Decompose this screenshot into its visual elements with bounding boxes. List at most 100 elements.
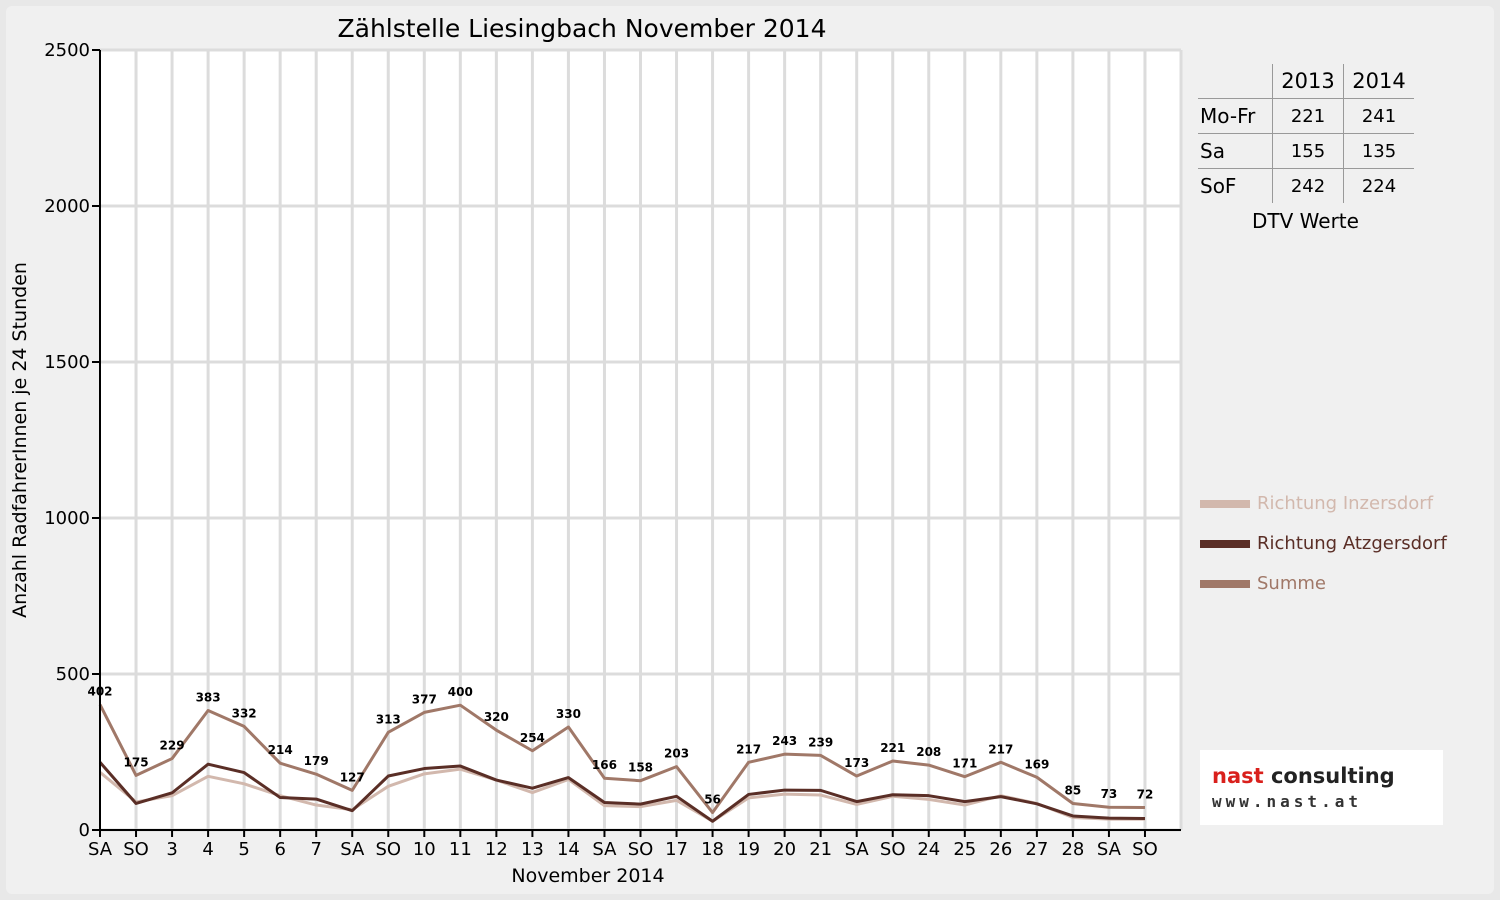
logo-name: nast consulting (1212, 764, 1395, 788)
data-label: 377 (412, 692, 437, 706)
data-label: 221 (880, 741, 905, 755)
x-tick-label: 6 (274, 839, 285, 860)
legend-item-summe: Summe (1200, 573, 1326, 594)
dtv-cell: 241 (1343, 98, 1414, 134)
data-label: 313 (376, 712, 401, 726)
x-tick-label: 17 (665, 839, 688, 860)
data-label: 127 (340, 770, 365, 784)
x-tick-label: 24 (917, 839, 940, 860)
dtv-row-label: Mo-Fr (1198, 98, 1273, 134)
x-tick-label: 19 (737, 839, 760, 860)
data-label: 203 (664, 747, 689, 761)
data-label: 158 (628, 761, 653, 775)
y-tick-label: 500 (56, 664, 90, 685)
y-tick-label: 1000 (44, 508, 90, 529)
dtv-cell: 242 (1272, 168, 1344, 203)
data-label: 179 (304, 754, 329, 768)
company-logo: nast consulting www.nast.at (1200, 750, 1443, 825)
x-tick-label: 18 (701, 839, 724, 860)
x-tick-label: 10 (413, 839, 436, 860)
legend-item-atzgersdorf: Richtung Atzgersdorf (1200, 533, 1447, 554)
logo-url: www.nast.at (1212, 792, 1362, 811)
series-lines (98, 703, 1145, 823)
x-tick-label: SO (1132, 839, 1158, 860)
dtv-row-label: Sa (1198, 133, 1273, 169)
x-tick-label: 4 (202, 839, 213, 860)
data-label: 400 (448, 685, 473, 699)
x-tick-label: 5 (238, 839, 249, 860)
x-tick-label: SO (123, 839, 149, 860)
x-axis-label: November 2014 (511, 865, 664, 887)
data-label: 169 (1024, 757, 1049, 771)
x-tick-label: 3 (166, 839, 177, 860)
y-tick-label: 2000 (44, 196, 90, 217)
data-label: 56 (704, 793, 721, 807)
dtv-cell: 155 (1272, 133, 1344, 169)
data-label: 173 (844, 756, 869, 770)
legend-swatch (1200, 580, 1250, 588)
data-labels: 4021752293833322141791273133774003202543… (87, 685, 1153, 807)
x-tick-label: SA (592, 839, 617, 860)
data-label: 383 (196, 691, 221, 705)
y-tick-label: 2500 (44, 40, 90, 61)
data-label: 320 (484, 710, 509, 724)
x-tick-label: 25 (953, 839, 976, 860)
y-axis-label: Anzahl RadfahrerInnen je 24 Stunden (9, 262, 31, 618)
dtv-row-label: SoF (1198, 168, 1273, 203)
x-tick-label: SA (340, 839, 365, 860)
dtv-header-2014: 2014 (1343, 64, 1414, 99)
series-line-3 (98, 703, 1145, 815)
x-tick-label: 13 (521, 839, 544, 860)
data-label: 217 (988, 742, 1013, 756)
x-tick-label: SA (1097, 839, 1122, 860)
x-tick-label: 14 (557, 839, 580, 860)
x-tick-label: 20 (773, 839, 796, 860)
legend-label: Summe (1257, 573, 1326, 594)
chart-title: Zählstelle Liesingbach November 2014 (338, 14, 827, 43)
legend-item-inzersdorf: Richtung Inzersdorf (1200, 493, 1433, 514)
x-tick-label: SA (88, 839, 113, 860)
x-tick-label: 11 (449, 839, 472, 860)
data-label: 254 (520, 731, 545, 745)
x-tick-label: SO (375, 839, 401, 860)
legend-label: Richtung Atzgersdorf (1257, 533, 1447, 554)
legend-label: Richtung Inzersdorf (1257, 493, 1434, 514)
x-tick-label: 26 (989, 839, 1012, 860)
data-label: 214 (268, 743, 293, 757)
grid (100, 48, 1183, 832)
data-label: 229 (160, 739, 185, 753)
dtv-cell: 224 (1343, 168, 1414, 203)
dtv-caption: DTV Werte (1252, 209, 1359, 233)
x-tick-label: SO (628, 839, 654, 860)
dtv-header-2013: 2013 (1272, 64, 1344, 99)
logo-name-part1: nast (1212, 764, 1264, 788)
x-tick-label: 28 (1061, 839, 1084, 860)
legend-swatch (1200, 540, 1250, 548)
data-label: 208 (916, 745, 941, 759)
x-tick-label: SO (880, 839, 906, 860)
x-tick-label: SA (845, 839, 870, 860)
dtv-table: 2013 2014 Mo-Fr 221 241 Sa 155 135 SoF 2… (1198, 64, 1414, 203)
data-label: 243 (772, 734, 797, 748)
x-tick-label: 21 (809, 839, 832, 860)
dtv-cell: 135 (1343, 133, 1414, 169)
data-label: 73 (1101, 787, 1118, 801)
y-tick-label: 0 (79, 820, 90, 841)
legend-swatch (1200, 500, 1250, 508)
data-label: 330 (556, 707, 581, 721)
x-tick-label: 27 (1025, 839, 1048, 860)
data-label: 72 (1137, 788, 1154, 802)
dtv-cell: 221 (1272, 98, 1344, 134)
x-tick-label: 7 (310, 839, 321, 860)
logo-name-part2: consulting (1263, 764, 1395, 788)
data-label: 239 (808, 735, 833, 749)
data-label: 166 (592, 758, 617, 772)
y-tick-label: 1500 (44, 352, 90, 373)
data-label: 332 (232, 706, 257, 720)
x-tick-label: 12 (485, 839, 508, 860)
data-label: 217 (736, 742, 761, 756)
data-label: 175 (124, 755, 149, 769)
series-line-2 (98, 761, 1145, 823)
